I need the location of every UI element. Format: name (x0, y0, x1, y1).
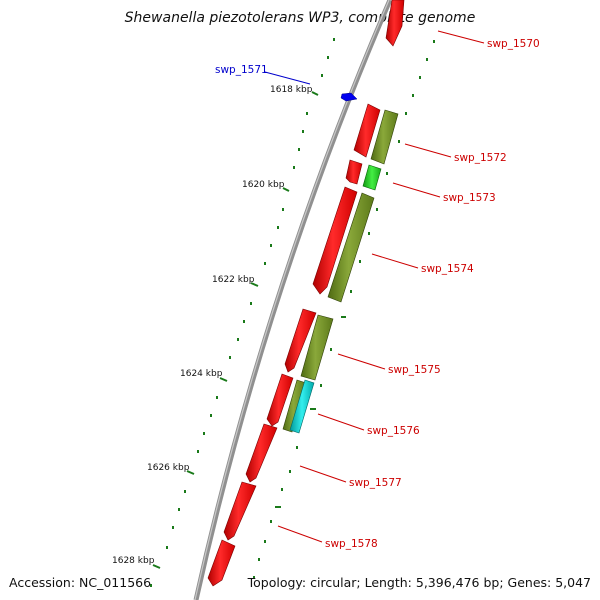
gene-features (207, 0, 405, 587)
cds-swp-1572[interactable] (370, 109, 399, 165)
gene-label-swp-1576[interactable]: swp_1576 (367, 425, 420, 437)
gene-label-swp-1575[interactable]: swp_1575 (388, 364, 441, 376)
genome-summary-text: Topology: circular; Length: 5,396,476 bp… (247, 575, 591, 590)
gene-labels: swp_1570 swp_1571 swp_1572 swp_1573 swp_… (215, 38, 540, 550)
scale-label-1628: 1628 kbp (112, 556, 155, 566)
gene-swp-1578-a[interactable] (223, 481, 257, 541)
gene-label-swp-1573[interactable]: swp_1573 (443, 192, 496, 204)
cds-features (282, 109, 399, 434)
scale-label-1624: 1624 kbp (180, 369, 223, 379)
cds-swp-1574[interactable] (327, 192, 375, 303)
gene-label-swp-1572[interactable]: swp_1572 (454, 152, 507, 164)
scale-tick-dots (150, 38, 335, 587)
gene-swp-1578-b[interactable] (207, 539, 236, 587)
scale-labels: 1618 kbp 1620 kbp 1622 kbp 1624 kbp 1626… (112, 85, 313, 566)
cds-swp-1576-cyan[interactable] (289, 379, 315, 434)
gene-label-swp-1578[interactable]: swp_1578 (325, 538, 378, 550)
gene-label-swp-1570[interactable]: swp_1570 (487, 38, 540, 50)
outer-tick-dots (253, 40, 435, 579)
scale-label-1622: 1622 kbp (212, 275, 255, 285)
gene-swp-1570[interactable] (385, 0, 405, 47)
gene-swp-1571[interactable] (340, 92, 358, 102)
gene-swp-1575[interactable] (284, 308, 317, 373)
cds-swp-1573[interactable] (362, 164, 382, 191)
gene-label-swp-1574[interactable]: swp_1574 (421, 263, 474, 275)
label-leaders (264, 30, 485, 543)
accession-text: Accession: NC_011566 (9, 575, 152, 590)
gene-swp-1577[interactable] (245, 423, 278, 483)
gene-swp-1574[interactable] (312, 186, 358, 295)
genome-title: Shewanella piezotolerans WP3, complete g… (124, 10, 476, 26)
gene-swp-1572[interactable] (353, 103, 381, 158)
genome-backbone-highlight (194, 0, 390, 600)
gene-label-swp-1577[interactable]: swp_1577 (349, 477, 402, 489)
scale-label-1618: 1618 kbp (270, 85, 313, 95)
gene-label-swp-1571[interactable]: swp_1571 (215, 64, 268, 76)
cds-swp-1576-olive[interactable] (282, 379, 307, 433)
gene-swp-1576[interactable] (266, 373, 294, 427)
scale-label-1626: 1626 kbp (147, 463, 190, 473)
scale-label-1620: 1620 kbp (242, 180, 285, 190)
cds-swp-1575[interactable] (300, 314, 334, 381)
gene-swp-1573[interactable] (345, 159, 363, 185)
scale-major-ticks (152, 91, 319, 569)
genome-backbone (193, 0, 393, 600)
